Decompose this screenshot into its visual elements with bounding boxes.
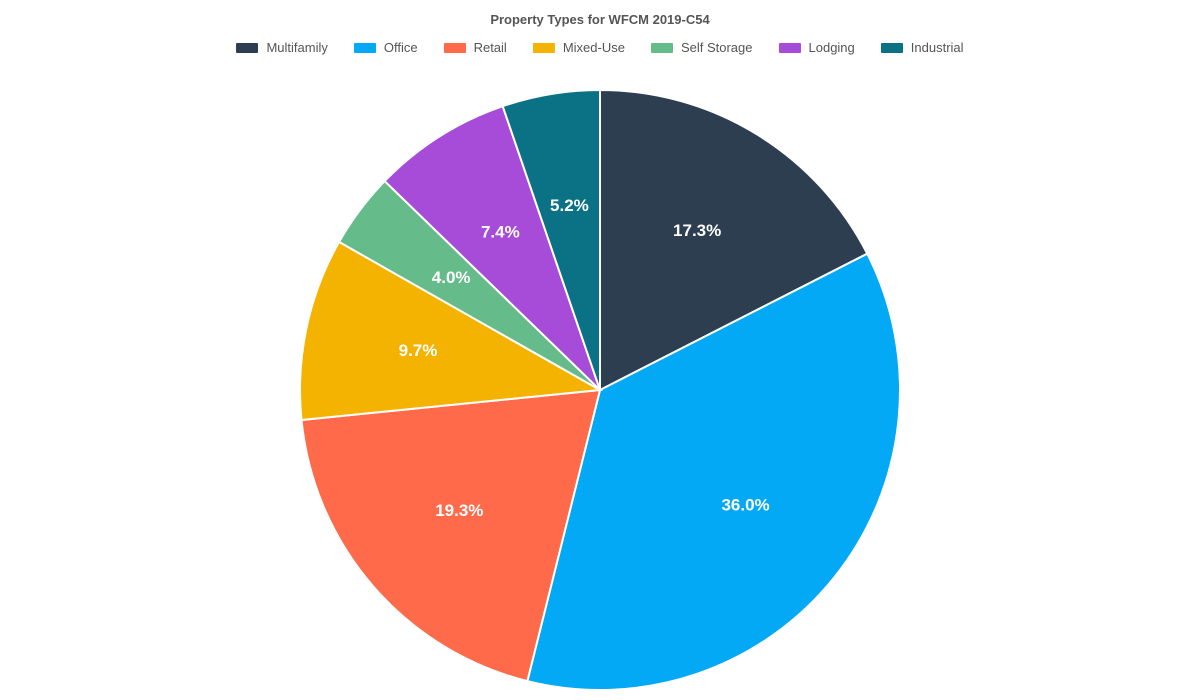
legend-swatch bbox=[533, 43, 555, 53]
pie-svg: 17.3% 36.0% 19.3% 9.7% 4.0% 7.4% 5.2% bbox=[0, 70, 1200, 700]
slice-label: 4.0% bbox=[432, 268, 471, 287]
pie-area: 17.3% 36.0% 19.3% 9.7% 4.0% 7.4% 5.2% bbox=[0, 70, 1200, 700]
legend-label: Industrial bbox=[911, 40, 964, 55]
slice-label: 7.4% bbox=[481, 222, 520, 241]
legend-item: Industrial bbox=[881, 40, 964, 55]
legend-item: Office bbox=[354, 40, 418, 55]
slice-label: 5.2% bbox=[550, 196, 589, 215]
legend-item: Retail bbox=[444, 40, 507, 55]
slice-label: 36.0% bbox=[721, 495, 769, 514]
pie-chart-container: Property Types for WFCM 2019-C54 Multifa… bbox=[0, 0, 1200, 700]
legend-item: Mixed-Use bbox=[533, 40, 625, 55]
legend-swatch bbox=[651, 43, 673, 53]
chart-legend: Multifamily Office Retail Mixed-Use Self Sto… bbox=[0, 40, 1200, 55]
legend-swatch bbox=[881, 43, 903, 53]
legend-label: Multifamily bbox=[266, 40, 327, 55]
legend-label: Lodging bbox=[809, 40, 855, 55]
legend-label: Mixed-Use bbox=[563, 40, 625, 55]
legend-swatch bbox=[444, 43, 466, 53]
legend-label: Retail bbox=[474, 40, 507, 55]
chart-title: Property Types for WFCM 2019-C54 bbox=[0, 12, 1200, 27]
slice-label: 19.3% bbox=[435, 501, 483, 520]
legend-swatch bbox=[779, 43, 801, 53]
legend-swatch bbox=[236, 43, 258, 53]
legend-item: Self Storage bbox=[651, 40, 753, 55]
legend-item: Multifamily bbox=[236, 40, 327, 55]
legend-item: Lodging bbox=[779, 40, 855, 55]
legend-swatch bbox=[354, 43, 376, 53]
legend-label: Office bbox=[384, 40, 418, 55]
legend-label: Self Storage bbox=[681, 40, 753, 55]
slice-label: 17.3% bbox=[673, 221, 721, 240]
slice-label: 9.7% bbox=[399, 341, 438, 360]
